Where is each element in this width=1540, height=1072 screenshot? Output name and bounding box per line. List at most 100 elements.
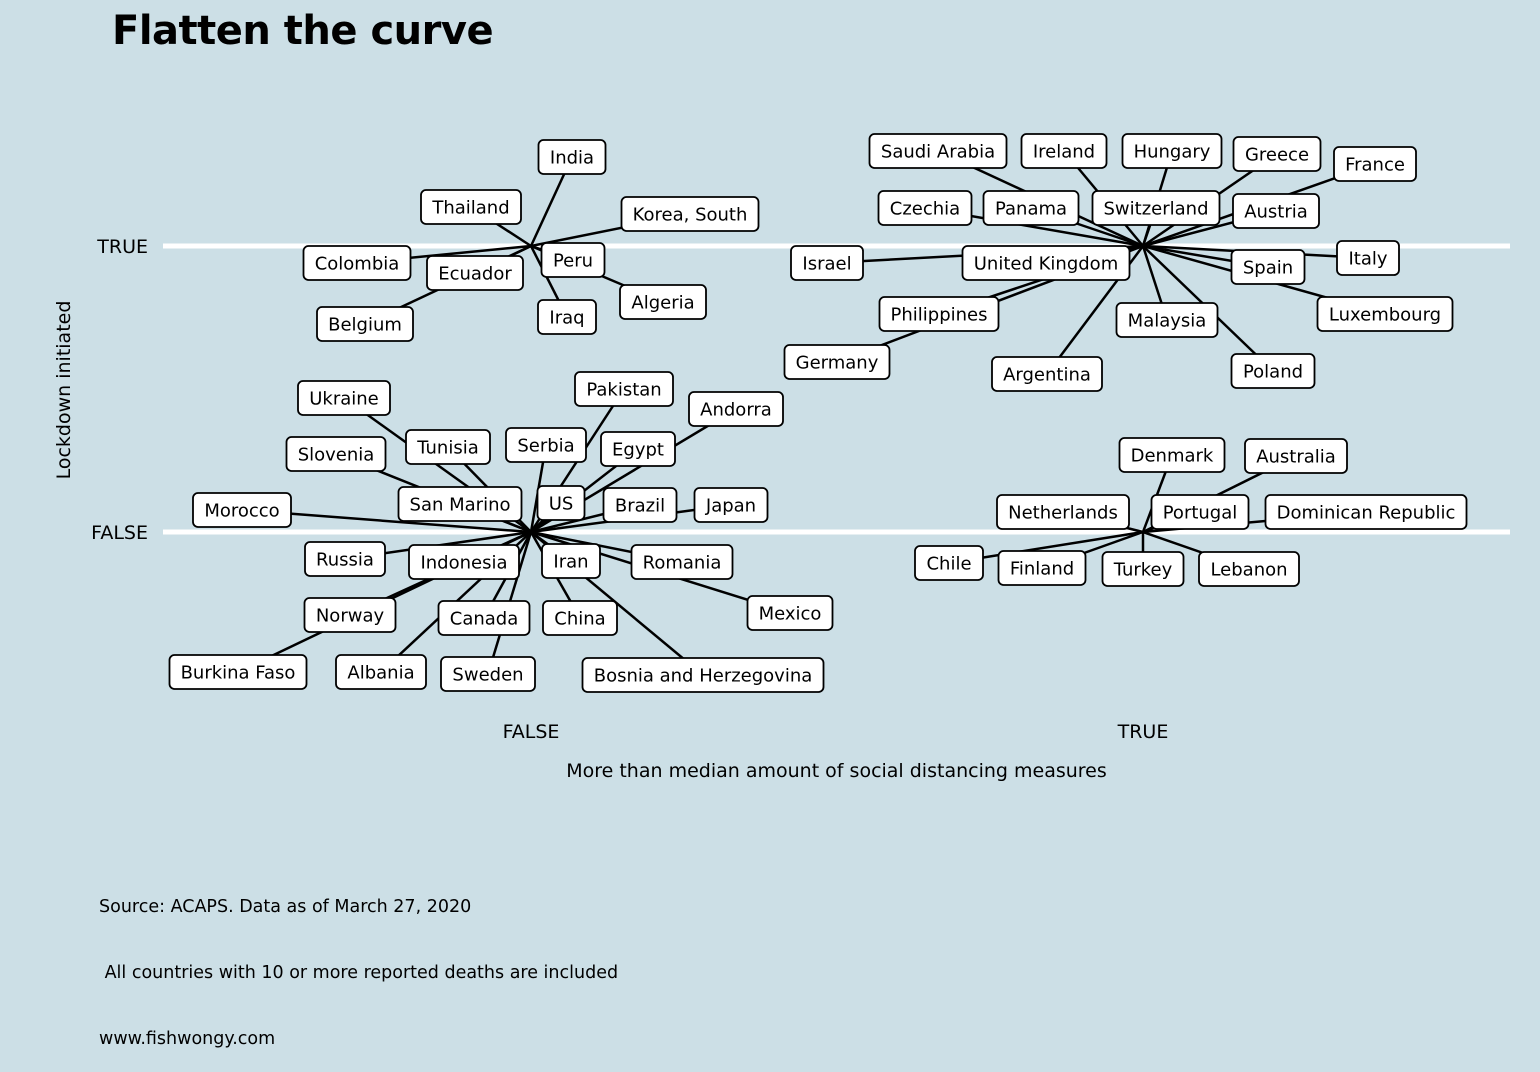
label-box-greece [1232,136,1322,172]
label-text-ukraine: Ukraine [309,389,379,410]
country-label-san-marino: San Marino [397,486,523,522]
label-text-serbia: Serbia [517,436,574,457]
label-box-chile [914,545,984,581]
country-label-thailand: Thailand [420,189,522,225]
country-label-colombia: Colombia [302,245,412,281]
country-label-canada: Canada [437,600,531,636]
label-text-united-kingdom: United Kingdom [974,254,1118,275]
country-label-poland: Poland [1230,353,1316,389]
country-label-malaysia: Malaysia [1115,302,1219,338]
label-text-iran: Iran [553,552,588,573]
label-text-bosnia-and-herzegovina: Bosnia and Herzegovina [594,666,813,687]
country-label-belgium: Belgium [316,306,414,342]
y-axis-label: Lockdown initiated [53,300,75,480]
label-box-ukraine [297,380,391,416]
country-label-united-kingdom: United Kingdom [961,245,1131,281]
label-box-andorra [688,391,784,427]
country-label-greece: Greece [1232,136,1322,172]
y-tick-false: FALSE [91,522,148,544]
country-label-egypt: Egypt [600,431,676,467]
label-text-lebanon: Lebanon [1210,560,1287,581]
country-label-andorra: Andorra [688,391,784,427]
label-box-hungary [1121,133,1223,169]
country-label-burkina-faso: Burkina Faso [168,654,308,690]
country-label-us: US [536,485,586,521]
country-label-india: India [537,139,607,175]
country-label-korea-south: Korea, South [620,196,760,232]
label-box-us [536,485,586,521]
country-label-indonesia: Indonesia [408,544,520,580]
label-box-germany [783,344,891,380]
label-box-burkina-faso [168,654,308,690]
chart-caption: Source: ACAPS. Data as of March 27, 2020… [99,852,618,1072]
label-text-tunisia: Tunisia [416,438,479,459]
label-text-algeria: Algeria [631,293,694,314]
label-box-austria [1232,193,1320,229]
label-box-ecuador [426,255,524,291]
label-box-brazil [602,487,678,523]
label-box-slovenia [285,436,387,472]
label-box-argentina [991,356,1103,392]
country-label-ecuador: Ecuador [426,255,524,291]
country-label-albania: Albania [335,654,427,690]
country-label-peru: Peru [540,242,606,278]
label-text-peru: Peru [553,251,593,272]
label-box-tunisia [405,429,491,465]
country-label-finland: Finland [997,550,1087,586]
label-text-luxembourg: Luxembourg [1329,305,1441,326]
label-text-slovenia: Slovenia [298,445,375,466]
country-label-panama: Panama [982,190,1080,226]
country-label-ireland: Ireland [1020,133,1108,169]
x-tick-false: FALSE [503,721,560,743]
country-label-saudi-arabia: Saudi Arabia [868,133,1008,169]
label-text-thailand: Thailand [431,198,509,219]
country-label-pakistan: Pakistan [574,371,674,407]
country-label-france: France [1333,146,1417,182]
label-box-malaysia [1115,302,1219,338]
country-label-iran: Iran [541,543,601,579]
label-box-dominican-republic [1264,494,1468,530]
label-text-dominican-republic: Dominican Republic [1277,503,1456,524]
label-box-denmark [1118,437,1226,473]
caption-line-note: All countries with 10 or more reported d… [99,963,619,983]
label-text-australia: Australia [1256,447,1336,468]
country-label-italy: Italy [1336,240,1400,276]
country-label-switzerland: Switzerland [1091,190,1221,226]
country-label-china: China [542,600,618,636]
label-box-france [1333,146,1417,182]
caption-line-url: www.fishwongy.com [99,1029,276,1049]
label-text-china: China [554,609,605,630]
label-box-norway [303,597,397,633]
label-text-romania: Romania [643,553,722,574]
country-label-philippines: Philippines [878,296,1000,332]
country-label-netherlands: Netherlands [996,494,1130,530]
country-label-ukraine: Ukraine [297,380,391,416]
country-label-lebanon: Lebanon [1198,551,1300,587]
label-box-sweden [440,656,536,692]
country-label-denmark: Denmark [1118,437,1226,473]
label-text-poland: Poland [1243,362,1303,383]
label-box-korea-south [620,196,760,232]
country-label-bosnia-and-herzegovina: Bosnia and Herzegovina [581,657,825,693]
country-label-brazil: Brazil [602,487,678,523]
label-box-belgium [316,306,414,342]
country-label-russia: Russia [304,541,386,577]
label-text-belgium: Belgium [328,315,402,336]
label-box-thailand [420,189,522,225]
country-label-turkey: Turkey [1101,551,1185,587]
country-label-chile: Chile [914,545,984,581]
country-label-japan: Japan [693,487,769,523]
label-text-argentina: Argentina [1003,365,1091,386]
label-text-albania: Albania [347,663,414,684]
country-label-dominican-republic: Dominican Republic [1264,494,1468,530]
y-tick-true: TRUE [96,236,148,258]
label-text-israel: Israel [802,254,851,275]
country-label-tunisia: Tunisia [405,429,491,465]
label-text-iraq: Iraq [549,308,584,329]
label-box-iraq [537,299,597,335]
caption-line-source: Source: ACAPS. Data as of March 27, 2020 [99,897,472,917]
label-box-united-kingdom [961,245,1131,281]
label-box-portugal [1150,494,1250,530]
label-text-spain: Spain [1243,258,1293,279]
label-box-iran [541,543,601,579]
